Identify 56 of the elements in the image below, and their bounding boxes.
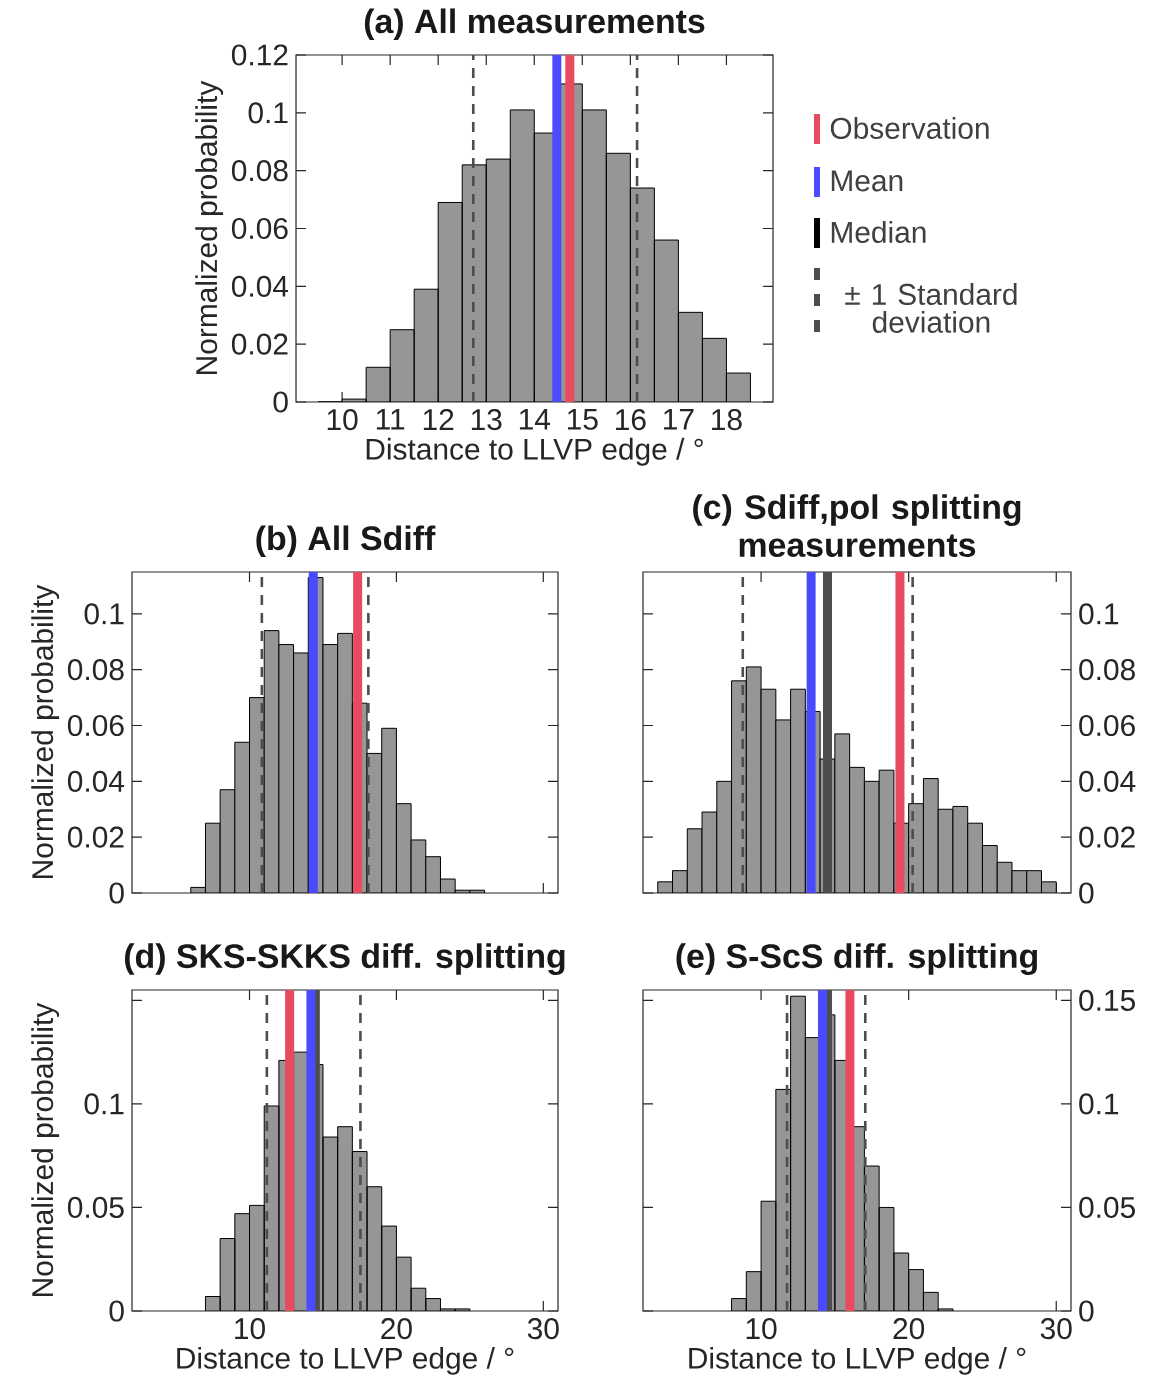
y-tick-label: 0.08 bbox=[231, 160, 288, 182]
y-tick-label: 0 bbox=[1079, 1300, 1094, 1322]
y-tick-label: 0.04 bbox=[67, 770, 125, 792]
y-tick-label: 0.1 bbox=[1079, 1093, 1119, 1115]
x-tick-label: 12 bbox=[423, 409, 454, 430]
x-axis-title: Distance to LLVP edge / ° bbox=[177, 1346, 514, 1375]
y-axis-title: Normalized probability bbox=[195, 80, 224, 374]
x-tick-label: 11 bbox=[376, 409, 405, 430]
y-tick-label: 0.15 bbox=[1079, 989, 1135, 1011]
legend-label: ± 1 Standard deviation bbox=[845, 283, 1017, 333]
y-tick-label: 0 bbox=[109, 882, 124, 904]
y-tick-label: 0.04 bbox=[231, 275, 289, 297]
y-tick-label: 0.1 bbox=[84, 603, 124, 625]
x-tick-label: 30 bbox=[527, 1318, 559, 1340]
y-tick-label: 0.08 bbox=[1079, 659, 1135, 681]
x-tick-label: 10 bbox=[327, 409, 358, 431]
y-tick-label: 0.1 bbox=[1079, 603, 1119, 625]
y-tick-label: 0.06 bbox=[1079, 714, 1135, 737]
x-tick-label: 30 bbox=[1040, 1318, 1072, 1340]
x-tick-label: 20 bbox=[893, 1318, 925, 1340]
chart-title: (c) Sdiff,pol splitting measurements bbox=[693, 494, 1021, 558]
y-tick-label: 0.12 bbox=[231, 44, 288, 66]
x-tick-label: 18 bbox=[712, 409, 742, 431]
x-tick-label: 20 bbox=[381, 1318, 412, 1340]
x-tick-label: 15 bbox=[567, 409, 598, 430]
x-tick-label: 13 bbox=[471, 409, 502, 431]
legend-label: Median bbox=[831, 221, 926, 243]
y-tick-label: 0.06 bbox=[67, 714, 124, 737]
y-tick-label: 0.02 bbox=[67, 826, 124, 848]
x-axis-title: Distance to LLVP edge / ° bbox=[689, 1346, 1026, 1375]
y-tick-label: 0.04 bbox=[1079, 770, 1136, 792]
y-axis-title: Normalized probability bbox=[31, 584, 60, 878]
y-tick-label: 0.1 bbox=[248, 102, 288, 124]
y-tick-label: 0.05 bbox=[67, 1196, 124, 1219]
chart-title: (a) All measurements bbox=[364, 8, 705, 40]
x-tick-label: 10 bbox=[746, 1318, 777, 1340]
legend-label: Observation bbox=[830, 117, 989, 139]
y-tick-label: 0.02 bbox=[1079, 826, 1135, 848]
x-tick-label: 17 bbox=[664, 409, 694, 430]
y-tick-label: 0.05 bbox=[1079, 1196, 1135, 1219]
x-tick-label: 16 bbox=[616, 409, 646, 431]
chart-title: (b) All Sdiff bbox=[256, 525, 436, 557]
y-tick-label: 0.06 bbox=[231, 217, 288, 240]
y-axis-title: Normalized probability bbox=[31, 1002, 60, 1296]
chart-title: (e) S-ScS diff. splitting bbox=[676, 943, 1037, 976]
x-tick-label: 14 bbox=[519, 409, 551, 430]
y-tick-label: 0 bbox=[273, 391, 288, 413]
y-tick-label: 0.08 bbox=[67, 659, 124, 681]
chart-title: (d) SKS-SKKS diff. splitting bbox=[124, 943, 565, 976]
legend-label: Mean bbox=[831, 170, 903, 192]
y-tick-label: 0 bbox=[1079, 882, 1094, 904]
x-tick-label: 10 bbox=[235, 1318, 265, 1340]
y-tick-label: 0.02 bbox=[231, 333, 288, 355]
x-axis-title: Distance to LLVP edge / ° bbox=[366, 437, 703, 466]
y-tick-label: 0 bbox=[109, 1300, 124, 1322]
y-tick-label: 0.1 bbox=[84, 1093, 124, 1115]
